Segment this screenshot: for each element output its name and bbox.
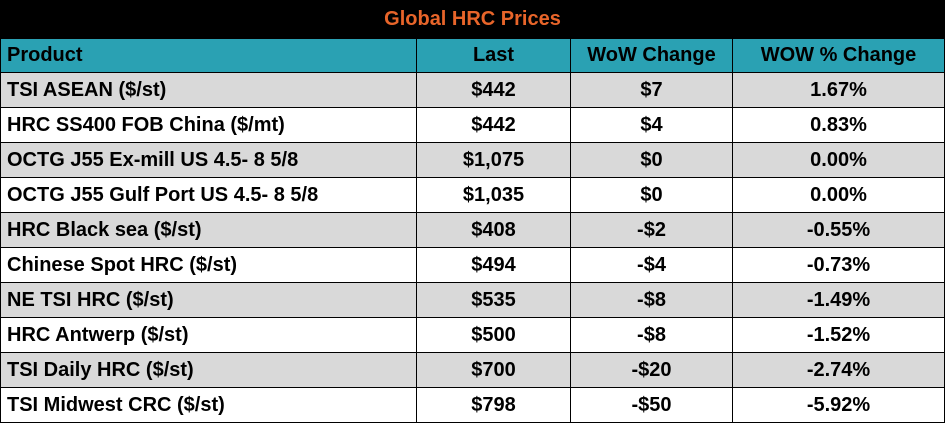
cell-wow-change: -$50 <box>570 387 733 423</box>
column-header-wow-pct-change: WOW % Change <box>732 38 945 73</box>
cell-last: $700 <box>416 352 571 388</box>
table-row: TSI Midwest CRC ($/st) $798 -$50 -5.92% <box>0 387 945 423</box>
cell-wow-change: -$8 <box>570 282 733 318</box>
cell-last: $408 <box>416 212 571 248</box>
cell-product: HRC Antwerp ($/st) <box>0 317 417 353</box>
cell-product: OCTG J55 Gulf Port US 4.5- 8 5/8 <box>0 177 417 213</box>
cell-wow-pct-change: -2.74% <box>732 352 945 388</box>
cell-last: $442 <box>416 72 571 108</box>
cell-wow-change: $4 <box>570 107 733 143</box>
cell-wow-change: $0 <box>570 142 733 178</box>
cell-product: Chinese Spot HRC ($/st) <box>0 247 417 283</box>
cell-wow-change: $0 <box>570 177 733 213</box>
cell-wow-change: -$20 <box>570 352 733 388</box>
cell-wow-pct-change: -1.49% <box>732 282 945 318</box>
column-header-product: Product <box>0 38 417 73</box>
cell-last: $798 <box>416 387 571 423</box>
table-row: HRC Black sea ($/st) $408 -$2 -0.55% <box>0 212 945 248</box>
table-row: OCTG J55 Gulf Port US 4.5- 8 5/8 $1,035 … <box>0 177 945 213</box>
cell-product: TSI Daily HRC ($/st) <box>0 352 417 388</box>
cell-wow-pct-change: -5.92% <box>732 387 945 423</box>
table-row: NE TSI HRC ($/st) $535 -$8 -1.49% <box>0 282 945 318</box>
cell-wow-pct-change: 0.83% <box>732 107 945 143</box>
header-row: Product Last WoW Change WOW % Change <box>0 38 945 73</box>
cell-last: $1,075 <box>416 142 571 178</box>
cell-wow-pct-change: 0.00% <box>732 142 945 178</box>
cell-wow-change: -$8 <box>570 317 733 353</box>
cell-wow-change: -$4 <box>570 247 733 283</box>
table-row: HRC Antwerp ($/st) $500 -$8 -1.52% <box>0 317 945 353</box>
cell-product: TSI ASEAN ($/st) <box>0 72 417 108</box>
cell-wow-pct-change: -0.73% <box>732 247 945 283</box>
column-header-wow-change: WoW Change <box>570 38 733 73</box>
cell-wow-pct-change: 0.00% <box>732 177 945 213</box>
cell-product: OCTG J55 Ex-mill US 4.5- 8 5/8 <box>0 142 417 178</box>
table-row: OCTG J55 Ex-mill US 4.5- 8 5/8 $1,075 $0… <box>0 142 945 178</box>
cell-last: $442 <box>416 107 571 143</box>
table-row: HRC SS400 FOB China ($/mt) $442 $4 0.83% <box>0 107 945 143</box>
prices-table: Product Last WoW Change WOW % Change TSI… <box>0 38 945 423</box>
cell-last: $535 <box>416 282 571 318</box>
table-title: Global HRC Prices <box>0 0 945 38</box>
table-row: Chinese Spot HRC ($/st) $494 -$4 -0.73% <box>0 247 945 283</box>
cell-last: $1,035 <box>416 177 571 213</box>
cell-last: $500 <box>416 317 571 353</box>
cell-product: NE TSI HRC ($/st) <box>0 282 417 318</box>
cell-wow-pct-change: -0.55% <box>732 212 945 248</box>
cell-product: TSI Midwest CRC ($/st) <box>0 387 417 423</box>
table-row: TSI Daily HRC ($/st) $700 -$20 -2.74% <box>0 352 945 388</box>
cell-wow-pct-change: -1.52% <box>732 317 945 353</box>
table-row: TSI ASEAN ($/st) $442 $7 1.67% <box>0 72 945 108</box>
column-header-last: Last <box>416 38 571 73</box>
cell-wow-change: -$2 <box>570 212 733 248</box>
cell-wow-pct-change: 1.67% <box>732 72 945 108</box>
cell-product: HRC SS400 FOB China ($/mt) <box>0 107 417 143</box>
cell-last: $494 <box>416 247 571 283</box>
cell-wow-change: $7 <box>570 72 733 108</box>
cell-product: HRC Black sea ($/st) <box>0 212 417 248</box>
